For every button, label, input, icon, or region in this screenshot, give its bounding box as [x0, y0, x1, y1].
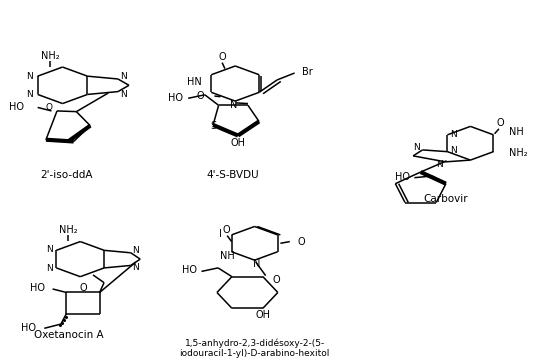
Text: N: N — [26, 90, 33, 99]
Text: HO: HO — [30, 283, 45, 293]
Text: 4'-S-BVDU: 4'-S-BVDU — [206, 170, 259, 180]
Text: N: N — [230, 100, 237, 110]
Text: S: S — [210, 121, 216, 131]
Text: NH₂: NH₂ — [509, 149, 528, 158]
Text: O: O — [219, 52, 226, 62]
Text: OH: OH — [230, 138, 245, 147]
Text: NH: NH — [509, 127, 524, 137]
Text: N: N — [26, 72, 33, 81]
Text: NH₂: NH₂ — [59, 225, 78, 236]
Text: N: N — [132, 264, 139, 272]
Text: HO: HO — [395, 172, 410, 182]
Text: Br: Br — [302, 67, 312, 77]
Text: N: N — [449, 130, 456, 139]
Text: 2'-iso-ddA: 2'-iso-ddA — [40, 170, 93, 180]
Text: N: N — [437, 160, 443, 169]
Text: O: O — [46, 103, 53, 112]
Text: O: O — [79, 283, 87, 293]
Text: Carbovir: Carbovir — [423, 194, 468, 205]
Text: 1,5-anhydro-2,3-didésoxy-2-(5-
iodouracil-1-yl)-D-arabino-hexitol: 1,5-anhydro-2,3-didésoxy-2-(5- iodouraci… — [179, 338, 330, 358]
Text: O: O — [222, 225, 230, 235]
Text: N: N — [120, 90, 127, 99]
Text: N: N — [132, 246, 139, 255]
Text: HO: HO — [9, 102, 24, 112]
Text: N: N — [449, 146, 456, 155]
Text: NH: NH — [220, 251, 235, 261]
Text: N: N — [120, 72, 127, 81]
Text: N: N — [46, 245, 53, 254]
Text: N: N — [46, 264, 53, 273]
Text: O: O — [272, 275, 280, 285]
Text: HO: HO — [21, 323, 36, 333]
Text: HO: HO — [182, 265, 197, 275]
Text: HN: HN — [187, 78, 201, 87]
Text: Oxetanocin A: Oxetanocin A — [35, 330, 104, 340]
Text: NH₂: NH₂ — [41, 51, 59, 61]
Text: HO: HO — [168, 92, 183, 103]
Text: O: O — [497, 118, 504, 128]
Text: O: O — [197, 91, 205, 101]
Text: N: N — [253, 259, 260, 269]
Text: I: I — [219, 229, 221, 239]
Text: O: O — [297, 237, 305, 246]
Text: N: N — [414, 143, 420, 152]
Text: OH: OH — [255, 310, 271, 320]
